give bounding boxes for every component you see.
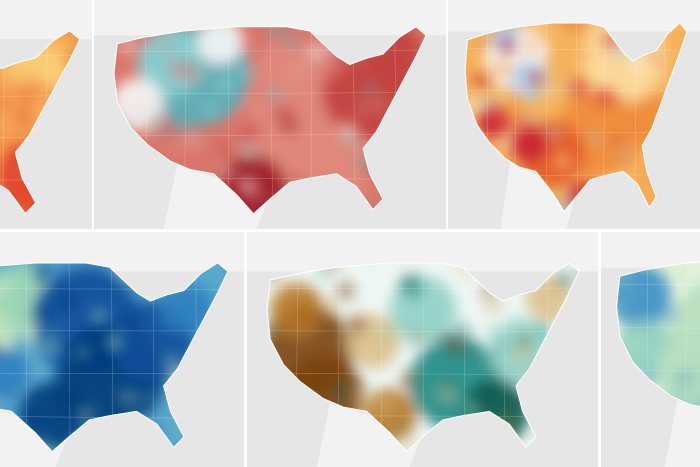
us-outline <box>616 261 700 407</box>
data-blob <box>270 283 324 337</box>
canada-land <box>0 0 92 40</box>
map-svg-1 <box>0 0 92 229</box>
canada-land <box>601 232 700 268</box>
data-blob <box>196 26 244 65</box>
map-panel-3 <box>448 0 700 229</box>
map-panel-6 <box>601 232 700 467</box>
state-borders <box>267 263 579 452</box>
data-blob <box>160 282 215 337</box>
mexico-land <box>163 165 270 229</box>
us-outline <box>0 262 229 453</box>
data-blob <box>0 346 29 401</box>
map-panel-2 <box>94 0 446 229</box>
map-svg-2 <box>94 0 446 229</box>
map-svg-3 <box>448 0 700 229</box>
mexico-land <box>316 402 423 467</box>
us-outline <box>266 262 580 453</box>
map-svg-5 <box>247 232 598 467</box>
us-outline <box>0 30 81 215</box>
us-outline <box>113 26 427 215</box>
data-blob <box>655 338 700 403</box>
mexico-land <box>664 400 700 467</box>
map-svg-4 <box>0 232 244 467</box>
map-svg-6 <box>601 232 700 467</box>
data-blob <box>509 124 548 163</box>
map-panel-1 <box>0 0 92 229</box>
map-panel-4 <box>0 232 244 467</box>
us-outline <box>464 22 688 213</box>
mexico-land <box>0 410 69 467</box>
mexico-land <box>500 162 576 229</box>
data-blob <box>253 39 320 107</box>
map-panel-5 <box>247 232 598 467</box>
